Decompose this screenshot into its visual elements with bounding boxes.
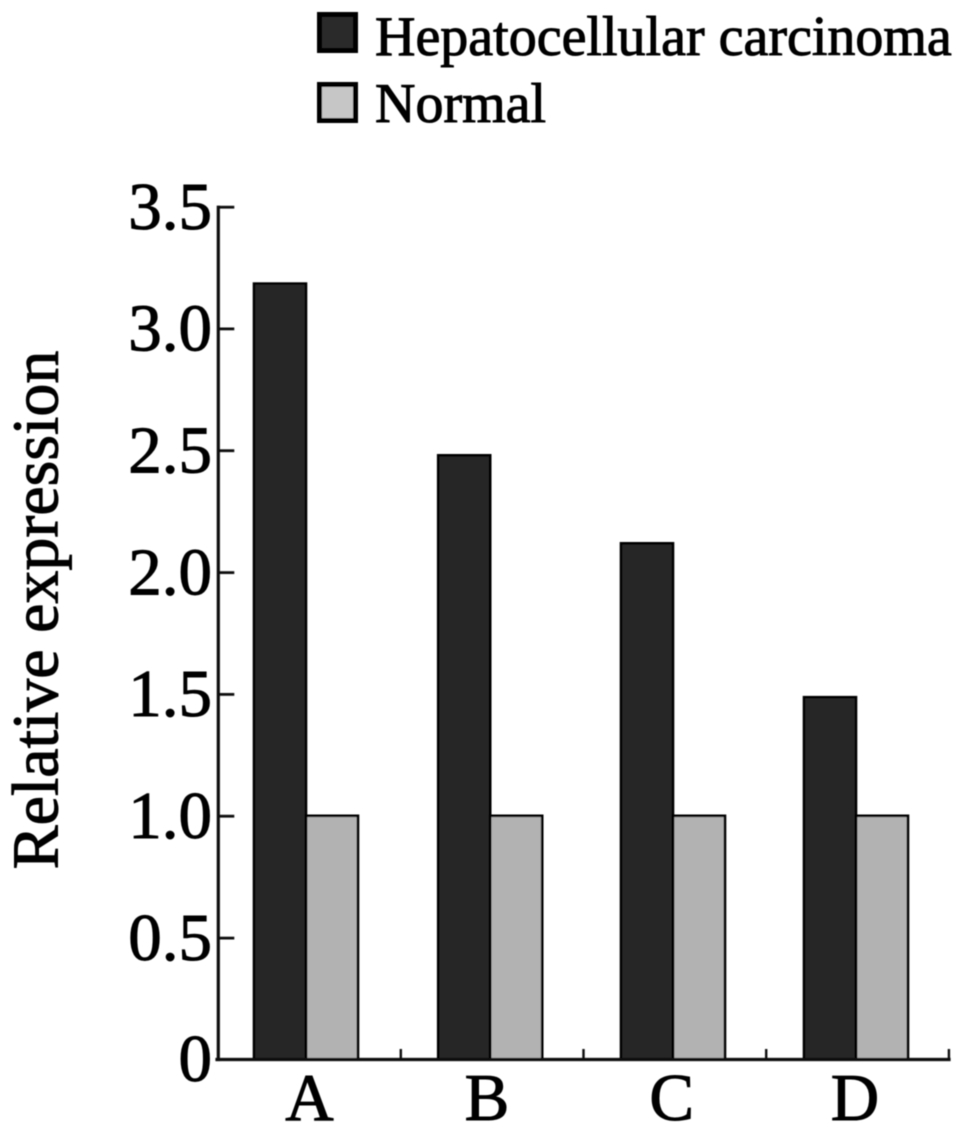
svg-text:0.5: 0.5 xyxy=(128,901,212,975)
svg-text:1.0: 1.0 xyxy=(128,779,212,853)
svg-text:Relative expression: Relative expression xyxy=(0,351,73,870)
svg-text:C: C xyxy=(649,1061,694,1130)
svg-text:0: 0 xyxy=(179,1022,213,1096)
svg-text:Normal: Normal xyxy=(375,73,546,135)
svg-text:3.0: 3.0 xyxy=(128,292,212,366)
svg-text:B: B xyxy=(465,1061,510,1130)
svg-text:1.5: 1.5 xyxy=(128,657,212,731)
svg-text:D: D xyxy=(831,1061,879,1130)
svg-text:2.5: 2.5 xyxy=(128,413,212,487)
svg-text:3.5: 3.5 xyxy=(128,170,212,244)
svg-text:Hepatocellular carcinoma: Hepatocellular carcinoma xyxy=(375,6,952,68)
svg-text:A: A xyxy=(285,1061,333,1130)
svg-text:2.0: 2.0 xyxy=(128,535,212,609)
